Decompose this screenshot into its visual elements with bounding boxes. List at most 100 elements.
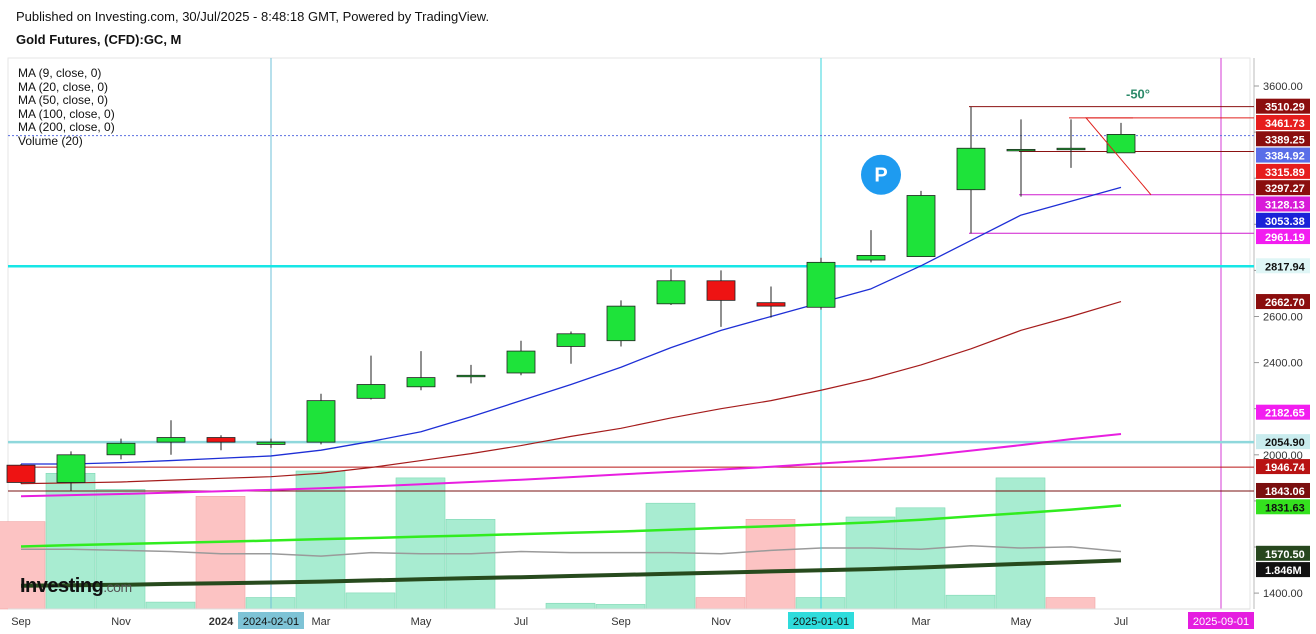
time-axis: Sep Nov 2024 2024-02-01 Mar May Jul Sep Nov 2025-… <box>8 608 1254 629</box>
x-label-22: Jul <box>1114 616 1128 628</box>
candle-body-2023-12 <box>156 437 186 443</box>
volume-bar-17 <box>845 516 896 610</box>
ma-line-1 <box>20 300 1122 485</box>
moving-averages <box>20 186 1122 588</box>
x-label-10: Jul <box>514 616 528 628</box>
p-marker-text: P <box>874 165 887 187</box>
price-label-3315.89: 3315.89 <box>1265 167 1305 179</box>
price-label-1843.06: 1843.06 <box>1265 486 1305 498</box>
price-label-bg-3297.27 <box>1256 180 1310 196</box>
price-label-2182.65: 2182.65 <box>1265 408 1305 420</box>
price-label-bg-3128.13 <box>1256 196 1310 212</box>
candle-body-2024-04 <box>356 384 386 399</box>
candles <box>6 106 1136 491</box>
volume-bar-0 <box>0 521 46 610</box>
price-label-bg-2662.70 <box>1256 294 1310 310</box>
x-label-2024-02-01: 2024-02-01 <box>243 616 299 628</box>
x-label-bg-2024-02-01 <box>238 612 304 629</box>
y-tick-label-3600: 3600.00 <box>1263 81 1303 93</box>
candle-body-2024-10 <box>656 280 686 305</box>
x-label-bg-2025-01-01 <box>788 612 854 629</box>
candle-body-2024-06 <box>456 374 486 378</box>
volume-bar-8 <box>395 477 446 610</box>
x-label-0: Sep <box>11 616 31 628</box>
volume-bar-12 <box>595 604 646 610</box>
legend-item-ma50[interactable]: MA (50, close, 0) <box>18 93 109 108</box>
candle-body-2024-03 <box>306 400 336 443</box>
candle-body-2025-01 <box>806 261 836 308</box>
price-label-3461.73: 3461.73 <box>1265 118 1305 130</box>
price-label-1570.50: 1570.50 <box>1265 549 1305 561</box>
x-label-12: Sep <box>611 616 631 628</box>
legend-item-ma20[interactable]: MA (20, close, 0) <box>18 79 109 94</box>
logo-brand: Investing <box>20 575 104 597</box>
volume-bar-15 <box>745 518 796 610</box>
price-label-bg-1831.63 <box>1256 499 1310 515</box>
candle-body-2023-11 <box>106 442 136 456</box>
price-label-bg-2817.94 <box>1256 258 1310 274</box>
price-label-bg-2182.65 <box>1256 404 1310 420</box>
price-label-bg-1843.06 <box>1256 482 1310 498</box>
ma-line-0 <box>21 186 1122 465</box>
indicator-legend: MA (9, close, 0) MA (20, close, 0) MA (5… <box>18 66 115 149</box>
price-label-bg-2961.19 <box>1256 229 1310 245</box>
x-label-2025-09-01: 2025-09-01 <box>1193 616 1249 628</box>
legend-item-ma100[interactable]: MA (100, close, 0) <box>18 106 115 121</box>
legend-item-volume[interactable]: Volume (20) <box>18 133 83 148</box>
price-label-3389.25: 3389.25 <box>1265 134 1305 146</box>
volume-bar-9 <box>445 518 496 610</box>
legend-item-ma200[interactable]: MA (200, close, 0) <box>18 120 115 135</box>
price-label-2961.19: 2961.19 <box>1265 232 1305 244</box>
volume-ma <box>21 544 1122 557</box>
candle-body-2023-10 <box>56 454 86 483</box>
logo-suffix: .com <box>103 579 132 595</box>
candle-body-2024-08 <box>556 333 586 347</box>
candle-body-2023-09 <box>6 464 36 483</box>
x-label-14: Nov <box>711 616 731 628</box>
volume-bars <box>0 470 1096 610</box>
price-label-3053.38: 3053.38 <box>1265 216 1305 228</box>
candle-body-2024-11 <box>706 280 736 301</box>
ma-line-3 <box>20 504 1122 548</box>
x-label-2025-01-01: 2025-01-01 <box>793 616 849 628</box>
candle-body-2025-03 <box>906 195 936 257</box>
price-label-2817.94: 2817.94 <box>1265 261 1306 273</box>
x-label-20: May <box>1011 616 1032 628</box>
candle-body-2025-02 <box>856 255 886 261</box>
x-label-bg-2025-09-01 <box>1188 612 1254 629</box>
volume-bar-11 <box>545 602 596 610</box>
candle-body-2024-09 <box>606 305 636 342</box>
candle-body-2025-05 <box>1006 148 1036 152</box>
price-label-bg-1570.50 <box>1256 545 1310 561</box>
investing-logo: Investing.com <box>20 575 132 598</box>
volume-bar-19 <box>945 594 996 610</box>
x-label-18: Mar <box>912 616 931 628</box>
price-label-1.846M: 1.846M <box>1265 565 1302 577</box>
price-label-1946.74: 1946.74 <box>1265 462 1306 474</box>
price-label-3384.92: 3384.92 <box>1265 151 1305 163</box>
ma-line-2 <box>20 433 1122 498</box>
x-label-6: Mar <box>312 616 331 628</box>
candle-body-2024-12 <box>756 302 786 307</box>
x-label-4: 2024 <box>209 616 234 628</box>
p-marker-circle <box>861 154 901 195</box>
volume-bar-2 <box>95 489 146 610</box>
volume-ma-line <box>21 544 1122 557</box>
volume-bar-14 <box>695 597 746 610</box>
price-label-bg-3384.92 <box>1256 147 1310 163</box>
price-label-bg-3315.89 <box>1256 163 1310 179</box>
price-axis: 1400.00 2000.00 2400.00 2600.00 3600.00 3510.… <box>1254 81 1310 600</box>
volume-bar-20 <box>995 477 1046 610</box>
volume-bar-18 <box>895 507 946 610</box>
y-tick-label-1400: 1400.00 <box>1263 588 1303 600</box>
price-label-2054.90: 2054.90 <box>1265 437 1305 449</box>
price-label-bg-1946.74 <box>1256 459 1310 475</box>
price-label-3297.27: 3297.27 <box>1265 183 1305 195</box>
x-label-8: May <box>411 616 432 628</box>
candle-body-2024-07 <box>506 350 536 374</box>
candle-body-2024-02 <box>256 441 286 445</box>
angle-tool <box>1084 117 1152 196</box>
legend-item-ma9[interactable]: MA (9, close, 0) <box>18 66 102 80</box>
candle-body-2025-04 <box>956 147 986 191</box>
